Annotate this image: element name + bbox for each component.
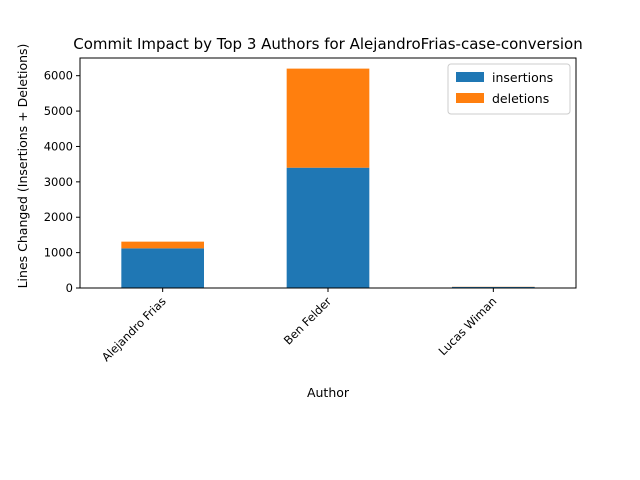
y-tick-label: 4000 xyxy=(44,139,73,153)
legend-swatch-insertions xyxy=(456,72,484,82)
y-tick-label: 2000 xyxy=(44,210,73,224)
bar-deletions-1 xyxy=(286,68,370,168)
bar-insertions-2 xyxy=(452,286,535,288)
legend-swatch-deletions xyxy=(456,93,484,103)
x-tick-label: Lucas Wiman xyxy=(436,294,500,358)
legend-label-deletions: deletions xyxy=(492,91,549,106)
y-tick-label: 3000 xyxy=(44,175,73,189)
x-tick-label: Ben Felder xyxy=(281,294,334,347)
y-tick-label: 1000 xyxy=(44,246,73,260)
y-tick-label: 5000 xyxy=(44,104,73,118)
x-axis-label: Author xyxy=(307,385,350,400)
bar-insertions-0 xyxy=(121,248,204,288)
y-axis-label: Lines Changed (Insertions + Deletions) xyxy=(15,44,30,289)
legend: insertions deletions xyxy=(447,63,571,115)
chart-title: Commit Impact by Top 3 Authors for Aleja… xyxy=(73,35,583,53)
x-tick-label: Alejandro Frias xyxy=(99,294,169,364)
y-tick-label: 0 xyxy=(66,281,73,295)
bar-deletions-0 xyxy=(121,241,204,249)
y-tick-label: 6000 xyxy=(44,69,73,83)
bar-insertions-1 xyxy=(286,167,370,288)
legend-label-insertions: insertions xyxy=(492,70,553,85)
